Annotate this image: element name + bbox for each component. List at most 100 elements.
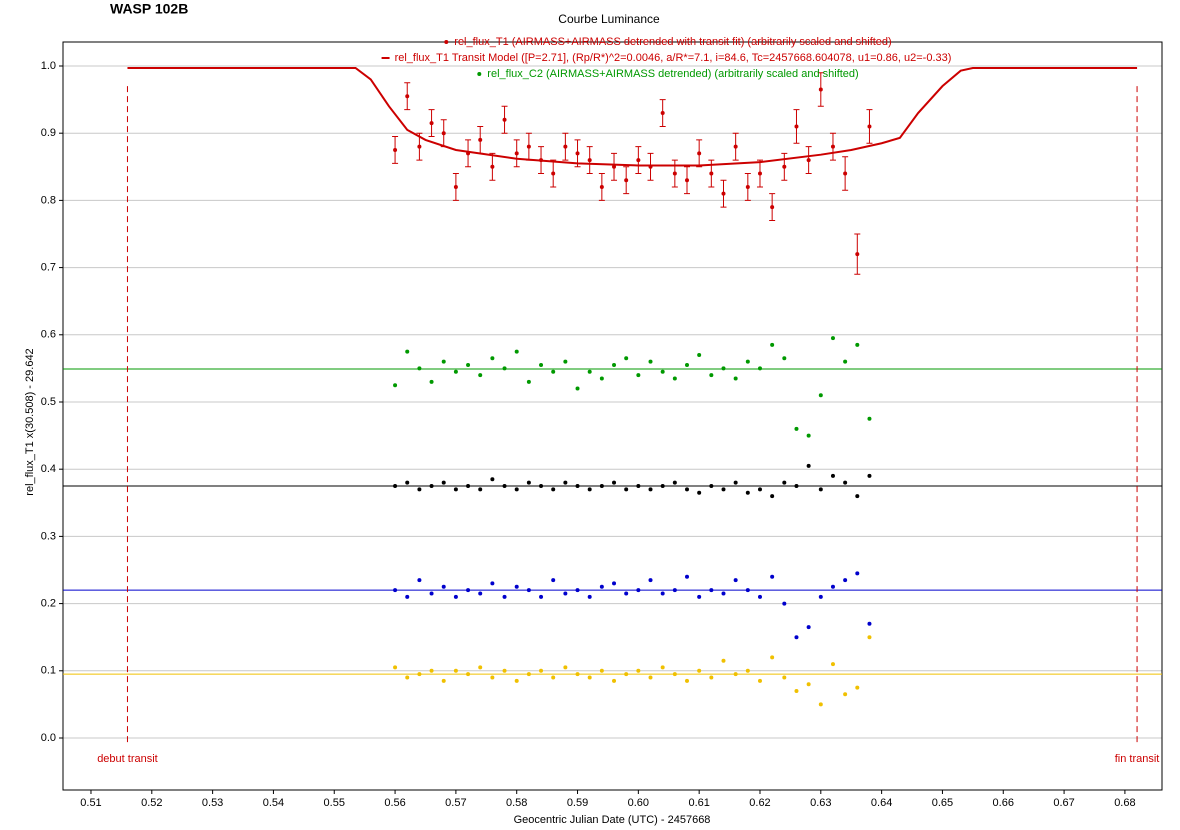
data-point <box>830 473 835 478</box>
data-point <box>429 591 434 596</box>
data-point <box>551 578 556 583</box>
data-point <box>514 678 519 683</box>
data-point <box>782 480 787 485</box>
data-point <box>453 369 458 374</box>
data-point <box>721 487 726 492</box>
data-point <box>417 487 422 492</box>
data-point <box>429 483 434 488</box>
transit-marker-label: fin transit <box>1115 753 1160 765</box>
data-point <box>453 184 458 189</box>
data-point <box>526 144 531 149</box>
data-point <box>660 665 665 670</box>
data-point <box>770 655 775 660</box>
data-point <box>757 594 762 599</box>
data-point <box>818 87 823 92</box>
data-point <box>709 588 714 593</box>
data-point <box>587 487 592 492</box>
data-point <box>551 487 556 492</box>
y-tick-label: 0.2 <box>41 597 56 609</box>
data-point <box>709 483 714 488</box>
data-point <box>685 574 690 579</box>
y-tick-label: 0.9 <box>41 127 56 139</box>
y-tick-label: 0.0 <box>41 732 56 744</box>
legend-entry: rel_flux_C2 (AIRMASS+AIRMASS detrended) … <box>487 68 858 80</box>
data-point <box>806 158 811 163</box>
data-point <box>502 483 507 488</box>
y-tick-label: 0.8 <box>41 194 56 206</box>
data-point <box>441 678 446 683</box>
y-tick-label: 0.6 <box>41 329 56 341</box>
data-point <box>697 151 702 156</box>
data-point <box>770 205 775 210</box>
data-point <box>782 356 787 361</box>
data-point <box>587 675 592 680</box>
data-point <box>733 578 738 583</box>
x-tick-label: 0.54 <box>263 797 284 809</box>
data-point <box>709 675 714 680</box>
data-point <box>648 359 653 364</box>
data-point <box>733 376 738 381</box>
data-point <box>441 131 446 136</box>
data-point <box>721 191 726 196</box>
data-point <box>441 359 446 364</box>
data-point <box>539 668 544 673</box>
data-point <box>672 376 677 381</box>
data-point <box>733 480 738 485</box>
data-point <box>490 164 495 169</box>
data-point <box>867 473 872 478</box>
data-point <box>794 688 799 693</box>
data-point <box>393 588 398 593</box>
data-point <box>624 356 629 361</box>
data-point <box>867 124 872 129</box>
data-point <box>709 373 714 378</box>
data-point <box>830 336 835 341</box>
data-point <box>478 487 483 492</box>
data-point <box>672 480 677 485</box>
x-tick-label: 0.60 <box>628 797 649 809</box>
data-point <box>612 678 617 683</box>
data-point <box>624 487 629 492</box>
data-point <box>757 487 762 492</box>
data-point <box>794 635 799 640</box>
data-point <box>429 121 434 126</box>
x-tick-label: 0.56 <box>384 797 405 809</box>
x-tick-label: 0.61 <box>688 797 709 809</box>
x-tick-label: 0.52 <box>141 797 162 809</box>
data-point <box>587 594 592 599</box>
data-point <box>685 178 690 183</box>
data-point <box>770 342 775 347</box>
data-point <box>685 363 690 368</box>
data-point <box>782 164 787 169</box>
data-point <box>599 184 604 189</box>
data-point <box>526 379 531 384</box>
data-point <box>441 480 446 485</box>
data-point <box>575 483 580 488</box>
data-point <box>745 490 750 495</box>
data-point <box>526 588 531 593</box>
data-point <box>697 352 702 357</box>
y-tick-label: 0.7 <box>41 261 56 273</box>
data-point <box>490 356 495 361</box>
data-point <box>502 117 507 122</box>
data-point <box>502 366 507 371</box>
data-point <box>490 477 495 482</box>
data-point <box>429 668 434 673</box>
legend-swatch <box>444 40 449 44</box>
data-point <box>685 487 690 492</box>
data-point <box>612 581 617 586</box>
data-point <box>794 426 799 431</box>
data-point <box>502 594 507 599</box>
data-point <box>648 675 653 680</box>
y-tick-label: 1.0 <box>41 60 56 72</box>
data-point <box>818 594 823 599</box>
data-point <box>441 584 446 589</box>
chart-subtitle: Courbe Luminance <box>558 12 660 26</box>
x-tick-label: 0.65 <box>932 797 953 809</box>
data-point <box>636 483 641 488</box>
data-point <box>478 665 483 670</box>
data-point <box>818 702 823 707</box>
data-point <box>587 158 592 163</box>
data-point <box>867 635 872 640</box>
data-point <box>745 588 750 593</box>
data-point <box>843 359 848 364</box>
